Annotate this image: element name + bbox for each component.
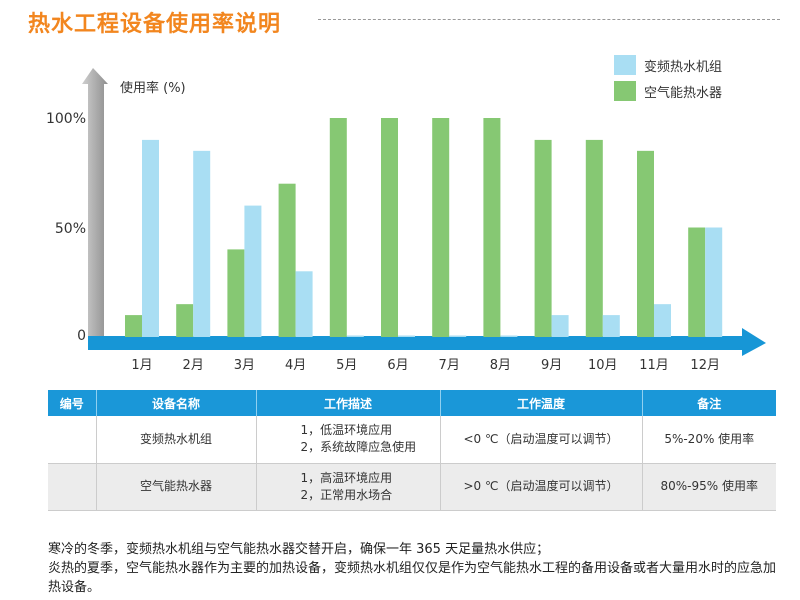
notes-block: 寒冷的冬季，变频热水机组与空气能热水器交替开启，确保一年 365 天足量热水供应… [48,540,784,597]
x-tick-label: 12月 [690,358,720,373]
desc-line: 2，系统故障应急使用 [300,440,417,455]
desc-line: 2，正常用水场合 [300,487,393,502]
cell-no [48,463,97,511]
y-axis-label: 使用率 (%) [120,80,186,96]
column-header-name: 设备名称 [96,390,257,416]
cell-temp: >0 ℃（启动温度可以调节） [440,463,643,511]
x-tick-label: 11月 [639,358,669,373]
x-tick-label: 6月 [387,358,408,373]
desc-line: 1，低温环境应用 [300,423,393,438]
x-tick-label: 2月 [183,358,204,373]
x-tick-label: 1月 [131,358,152,373]
x-tick-label: 4月 [285,358,306,373]
cell-name: 空气能热水器 [96,463,257,511]
column-header-temp: 工作温度 [440,390,643,416]
legend-swatch [614,81,636,101]
bar-variable-freq-5 [346,335,364,337]
legend-label: 变频热水机组 [644,59,723,75]
x-tick-label: 5月 [336,358,357,373]
legend-swatch [614,55,636,75]
bar-variable-freq-7 [449,335,467,337]
page-title: 热水工程设备使用率说明 [28,12,282,37]
bar-variable-freq-2 [193,150,211,337]
legend-label: 空气能热水器 [644,85,723,101]
bar-air-source-7 [432,118,450,337]
bar-air-source-5 [329,118,347,337]
desc-line: 1，高温环境应用 [300,470,393,485]
x-tick-labels: 1月 2月 3月 4月 5月 6月 7月 8月 9月 10月 11月 12月 [131,358,720,373]
bar-air-source-8 [483,118,501,337]
x-tick-label: 8月 [490,358,511,373]
bar-variable-freq-11 [654,304,671,337]
x-axis [88,328,766,356]
bar-air-source-9 [534,139,552,337]
note-paragraph: 寒冷的冬季，变频热水机组与空气能热水器交替开启，确保一年 365 天足量热水供应… [48,542,550,557]
table-row: 变频热水机组 1，低温环境应用 2，系统故障应急使用 <0 ℃（启动温度可以调节… [48,416,776,464]
column-header-no: 编号 [48,390,97,416]
y-tick-label: 50% [55,221,86,237]
legend-item: 变频热水机组 [614,52,722,78]
x-tick-label: 9月 [541,358,562,373]
bar-variable-freq-9 [551,315,569,337]
bar-air-source-12 [688,227,706,337]
chart-legend: 变频热水机组 空气能热水器 [614,52,722,104]
bars-layer [125,118,723,337]
bar-variable-freq-1 [142,139,159,337]
equipment-table: 编号 设备名称 工作描述 工作温度 备注 变频热水机组 1，低温环境应用 2，系… [48,390,776,511]
bar-air-source-10 [585,139,603,337]
cell-temp: <0 ℃（启动温度可以调节） [440,416,643,464]
x-tick-label: 10月 [588,358,618,373]
title-divider [318,19,780,20]
table-header-row: 编号 设备名称 工作描述 工作温度 备注 [48,390,776,416]
bar-air-source-6 [381,118,398,337]
legend-item: 空气能热水器 [614,78,722,104]
x-tick-label: 3月 [234,358,255,373]
cell-no [48,416,97,464]
cell-note: 80%-95% 使用率 [642,463,776,511]
y-axis [82,68,108,343]
bar-air-source-4 [278,183,296,337]
bar-variable-freq-3 [244,205,262,337]
bar-variable-freq-6 [398,335,415,337]
y-tick-label: 100% [46,111,86,127]
bar-variable-freq-4 [295,271,313,337]
column-header-desc: 工作描述 [256,390,441,416]
bar-variable-freq-8 [500,335,518,337]
column-header-note: 备注 [642,390,776,416]
bar-air-source-3 [227,249,245,337]
y-tick-label: 0 [77,328,86,344]
bar-variable-freq-10 [602,315,620,337]
cell-desc: 1，低温环境应用 2，系统故障应急使用 [256,416,441,464]
x-tick-label: 7月 [439,358,460,373]
bar-air-source-2 [176,304,194,337]
cell-name: 变频热水机组 [96,416,257,464]
bar-variable-freq-12 [705,227,723,337]
bar-air-source-11 [637,150,654,337]
note-paragraph: 炎热的夏季，空气能热水器作为主要的加热设备，变频热水机组仅仅是作为空气能热水工程… [48,561,777,595]
cell-desc: 1，高温环境应用 2，正常用水场合 [256,463,441,511]
table-row: 空气能热水器 1，高温环境应用 2，正常用水场合 >0 ℃（启动温度可以调节） … [48,463,776,511]
bar-air-source-1 [125,315,142,337]
usage-bar-chart: 使用率 (%) 100% 50% 0 1月 2月 3月 4月 5月 6月 7月 8月 9月 10月… [46,68,766,373]
cell-note: 5%-20% 使用率 [642,416,776,464]
